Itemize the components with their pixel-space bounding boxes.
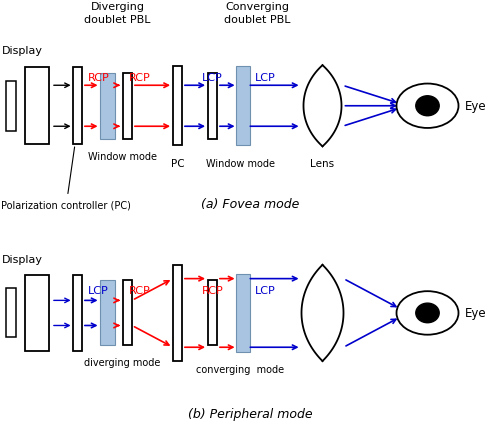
Text: Eye: Eye	[465, 307, 486, 320]
Bar	[236, 67, 250, 146]
Text: RCP: RCP	[202, 285, 224, 295]
Text: RCP: RCP	[129, 72, 151, 83]
Text: PC: PC	[170, 158, 184, 168]
Bar	[6, 289, 16, 338]
Bar	[6, 81, 16, 131]
Circle shape	[416, 97, 439, 116]
Bar	[100, 73, 114, 139]
Text: LCP: LCP	[202, 72, 223, 83]
Bar	[208, 73, 217, 139]
Text: RCP: RCP	[88, 72, 110, 83]
Text: Display: Display	[2, 46, 43, 56]
Bar	[123, 281, 132, 345]
Bar	[73, 68, 82, 145]
Text: (a) Fovea mode: (a) Fovea mode	[201, 198, 299, 211]
Bar	[173, 265, 182, 361]
Text: RCP: RCP	[129, 285, 151, 295]
Circle shape	[416, 303, 439, 323]
Text: (b) Peripheral mode: (b) Peripheral mode	[188, 407, 312, 420]
Text: LCP: LCP	[88, 285, 109, 295]
Bar	[73, 276, 82, 351]
Bar	[236, 275, 250, 352]
Bar	[173, 67, 182, 146]
Text: Window mode: Window mode	[206, 158, 274, 168]
Text: Lens: Lens	[310, 158, 334, 168]
Text: Display: Display	[2, 254, 43, 264]
Bar	[26, 276, 49, 351]
Bar	[123, 73, 132, 139]
Bar	[26, 68, 49, 145]
Text: LCP: LCP	[254, 285, 276, 295]
Bar	[208, 281, 217, 345]
Text: Eye: Eye	[465, 100, 486, 113]
Text: LCP: LCP	[254, 72, 276, 83]
Ellipse shape	[396, 291, 458, 335]
Text: converging  mode: converging mode	[196, 364, 284, 374]
Bar	[100, 281, 114, 345]
Text: Polarization controller (PC): Polarization controller (PC)	[1, 200, 131, 210]
Text: Converging
doublet PBL: Converging doublet PBL	[224, 2, 291, 24]
Text: Window mode: Window mode	[88, 151, 157, 161]
Text: Diverging
doublet PBL: Diverging doublet PBL	[84, 2, 151, 24]
Ellipse shape	[396, 84, 458, 129]
Text: diverging mode: diverging mode	[84, 357, 160, 367]
